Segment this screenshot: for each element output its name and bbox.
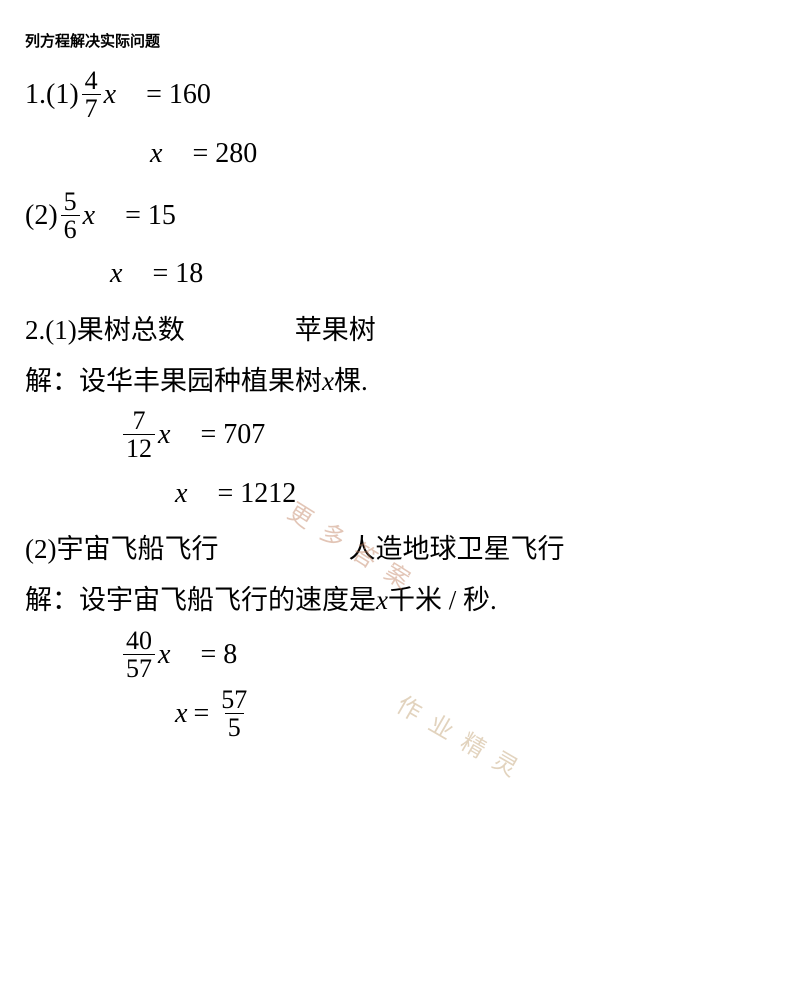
q2-p1-label: 2.(1): [25, 305, 77, 356]
numerator: 57: [218, 686, 250, 713]
setup-post: 棵.: [334, 356, 368, 407]
q1-p2-solution: x = 18: [25, 247, 770, 300]
numerator: 7: [130, 407, 149, 434]
q2-p1-solution: x = 1212: [25, 467, 770, 520]
equals: =: [193, 687, 209, 740]
fraction: 40 57: [123, 627, 155, 683]
fraction: 57 5: [218, 686, 250, 742]
numerator: 5: [61, 188, 80, 215]
rhs: = 1212: [217, 467, 296, 520]
q1-p2-label: (2): [25, 189, 58, 242]
setup-post: 千米 / 秒.: [388, 575, 497, 626]
setup-pre: 解：设华丰果园种植果树: [25, 356, 322, 407]
word-a: 宇宙飞船飞行: [56, 524, 218, 575]
rhs: = 15: [125, 189, 176, 242]
q1-p1-label: 1.(1): [25, 68, 79, 121]
variable-x: x: [322, 356, 334, 407]
q2-p1-words: 2.(1) 果树总数 苹果树: [25, 305, 770, 356]
q2-p1-equation: 7 12 x = 707: [25, 407, 770, 463]
variable-x: x: [175, 467, 187, 520]
q2-p2-setup: 解：设宇宙飞船飞行的速度是 x 千米 / 秒.: [25, 575, 770, 626]
q2-p2-words: (2) 宇宙飞船飞行 人造地球卫星飞行: [25, 524, 770, 575]
denominator: 6: [61, 215, 80, 243]
setup-pre: 解：设宇宙飞船飞行的速度是: [25, 575, 376, 626]
rhs: = 18: [152, 247, 203, 300]
fraction: 4 7: [82, 67, 101, 123]
numerator: 40: [123, 627, 155, 654]
denominator: 5: [225, 713, 244, 741]
fraction: 7 12: [123, 407, 155, 463]
q2-p2-solution: x = 57 5: [25, 686, 770, 742]
q2-p2-label: (2): [25, 524, 56, 575]
variable-x: x: [376, 575, 388, 626]
variable-x: x: [158, 628, 170, 681]
rhs: = 280: [192, 127, 257, 180]
word-b: 人造地球卫星飞行: [348, 524, 564, 575]
q2-p1-setup: 解：设华丰果园种植果树 x 棵.: [25, 356, 770, 407]
q1-p1-solution: x = 280: [25, 127, 770, 180]
rhs: = 707: [200, 408, 265, 461]
fraction: 5 6: [61, 188, 80, 244]
rhs: = 160: [146, 68, 211, 121]
variable-x: x: [104, 68, 116, 121]
variable-x: x: [150, 127, 162, 180]
section-title: 列方程解决实际问题: [25, 30, 770, 51]
variable-x: x: [110, 247, 122, 300]
word-a: 果树总数: [77, 305, 185, 356]
q1-p2-equation: (2) 5 6 x = 15: [25, 188, 770, 244]
variable-x: x: [175, 687, 187, 740]
denominator: 7: [82, 94, 101, 122]
rhs: = 8: [200, 628, 237, 681]
q1-p1-equation: 1.(1) 4 7 x = 160: [25, 67, 770, 123]
q2-p2-equation: 40 57 x = 8: [25, 627, 770, 683]
numerator: 4: [82, 67, 101, 94]
word-b: 苹果树: [295, 305, 376, 356]
denominator: 57: [123, 654, 155, 682]
denominator: 12: [123, 434, 155, 462]
variable-x: x: [83, 189, 95, 242]
variable-x: x: [158, 408, 170, 461]
